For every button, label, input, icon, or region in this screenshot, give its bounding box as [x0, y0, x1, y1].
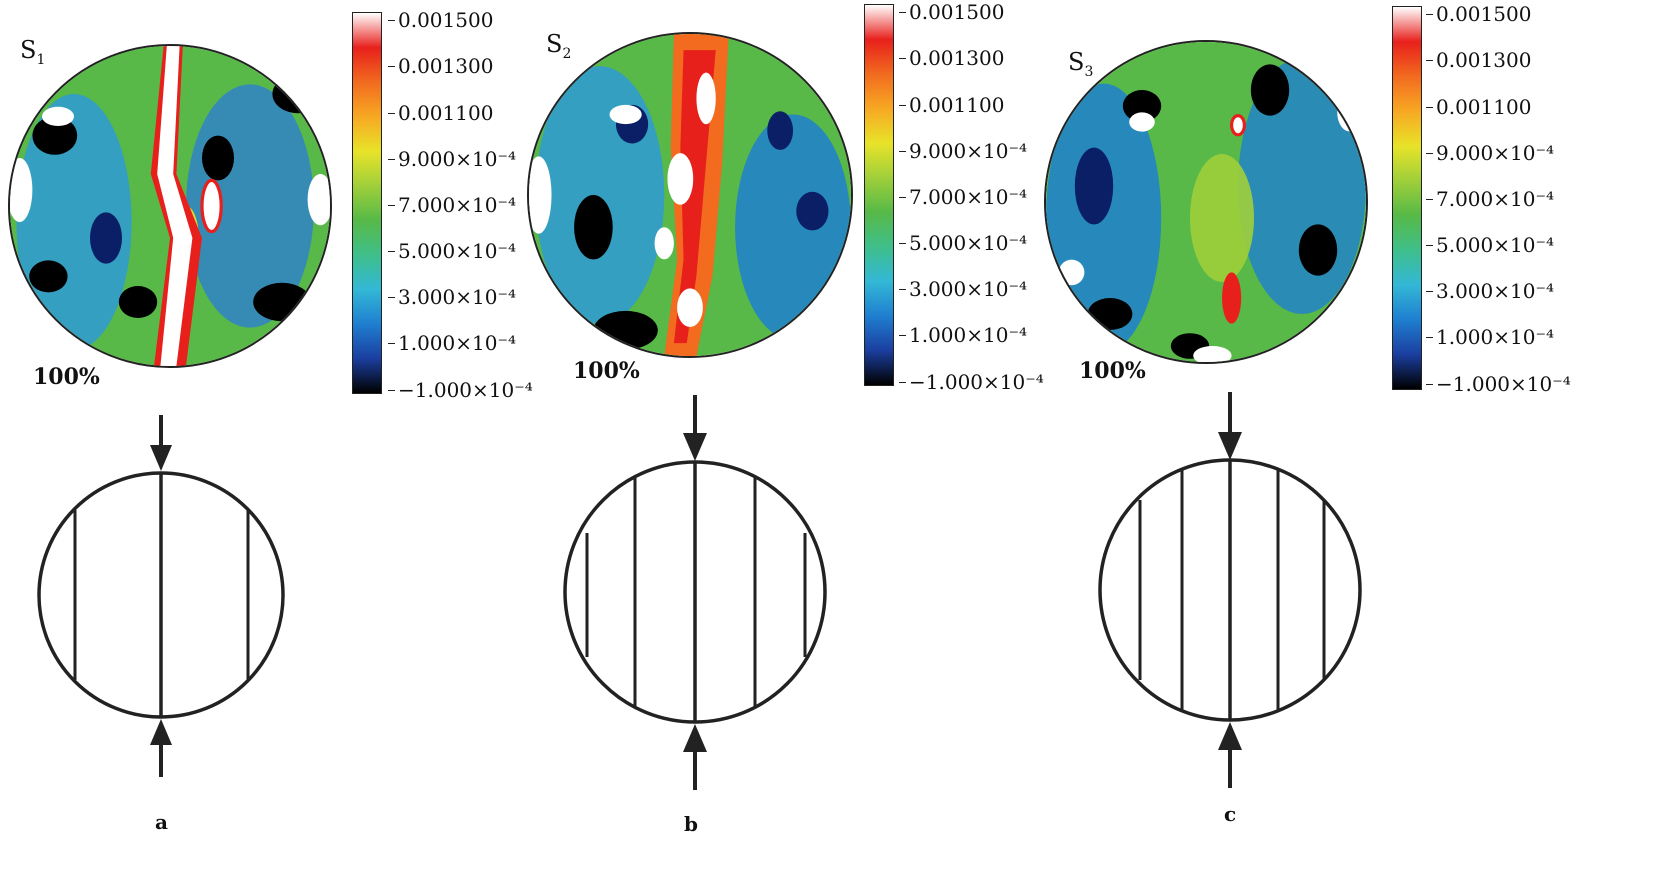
colorbar-a [352, 12, 382, 394]
percent-label-s1: 100% [33, 364, 100, 390]
sample-label-s2: S2 [546, 30, 572, 62]
tick-label: 5.000×10⁻⁴ [1425, 233, 1555, 257]
colorbar-b [864, 4, 894, 386]
strain-map-s2 [527, 32, 853, 358]
tick-label: 3.000×10⁻⁴ [387, 285, 517, 309]
tick-label: 1.000×10⁻⁴ [1425, 325, 1555, 349]
percent-label-s3: 100% [1079, 358, 1146, 384]
loading-schematic-a [37, 415, 285, 777]
panel-b: S2 100% 0.001500 0.001300 0.001100 9.000… [527, 0, 1102, 885]
loading-schematic-c [1098, 392, 1362, 788]
tick-label: 0.001100 [387, 101, 494, 125]
tick-label: 1.000×10⁻⁴ [898, 323, 1028, 347]
colorbar-c [1392, 6, 1422, 390]
tick-label: 0.001500 [387, 8, 494, 32]
panel-a: S1 100% 0.001500 0.001300 0.001100 9. [0, 0, 551, 885]
tick-label: 7.000×10⁻⁴ [898, 185, 1028, 209]
tick-label: 1.000×10⁻⁴ [387, 331, 517, 355]
tick-label: 9.000×10⁻⁴ [1425, 141, 1555, 165]
tick-label: 9.000×10⁻⁴ [898, 139, 1028, 163]
tick-label: 7.000×10⁻⁴ [1425, 187, 1555, 211]
tick-label: −1.000×10⁻⁴ [388, 378, 533, 402]
tick-label: −1.000×10⁻⁴ [1426, 372, 1571, 396]
strain-map-s1 [8, 44, 332, 368]
tick-label: 7.000×10⁻⁴ [387, 193, 517, 217]
tick-label: 0.001300 [1425, 48, 1532, 72]
loading-schematic-b [563, 395, 827, 790]
tick-label: 3.000×10⁻⁴ [898, 277, 1028, 301]
tick-label: −1.000×10⁻⁴ [899, 370, 1044, 394]
tick-label: 0.001300 [898, 46, 1005, 70]
strain-map-s3 [1044, 40, 1368, 364]
strain-map-s1-graphic [10, 46, 330, 366]
strain-map-s2-graphic [529, 34, 851, 356]
tick-label: 0.001300 [387, 54, 494, 78]
tick-label: 5.000×10⁻⁴ [898, 231, 1028, 255]
strain-map-s3-graphic [1046, 42, 1366, 362]
tick-label: 3.000×10⁻⁴ [1425, 279, 1555, 303]
tick-label: 0.001100 [1425, 95, 1532, 119]
panel-letter-a: a [155, 810, 168, 834]
tick-label: 0.001500 [1425, 2, 1532, 26]
percent-label-s2: 100% [573, 358, 640, 384]
panel-c: S3 100% 0.001500 0.001300 0.001100 9.000… [1044, 0, 1654, 885]
tick-label: 9.000×10⁻⁴ [387, 147, 517, 171]
tick-label: 5.000×10⁻⁴ [387, 239, 517, 263]
tick-label: 0.001100 [898, 93, 1005, 117]
sample-label-s1: S1 [20, 36, 46, 68]
sample-label-s3: S3 [1068, 48, 1094, 80]
panel-letter-c: c [1224, 802, 1237, 826]
panel-letter-b: b [684, 812, 698, 836]
tick-label: 0.001500 [898, 0, 1005, 24]
